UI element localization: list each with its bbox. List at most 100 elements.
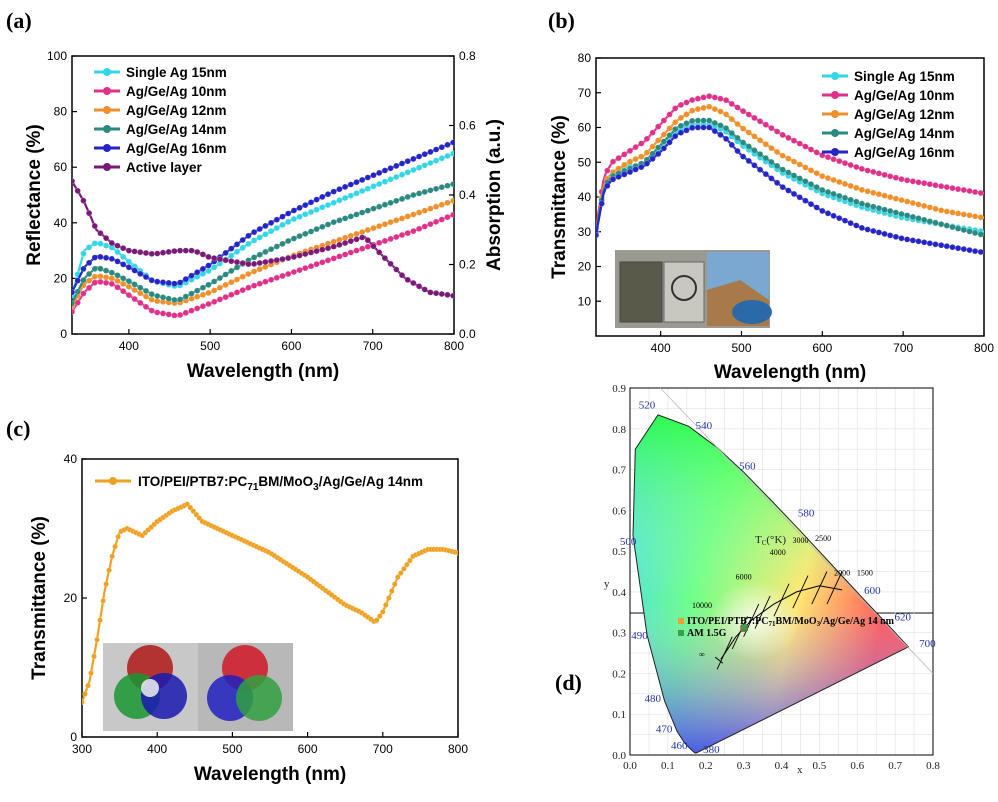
- b-series-point: [751, 147, 758, 154]
- a-series-point: [353, 230, 360, 238]
- a-series-point: [228, 291, 235, 298]
- a-series-point: [228, 258, 235, 265]
- b-series-point: [807, 181, 815, 188]
- b-series-point: [796, 161, 803, 168]
- b-series-point: [886, 232, 894, 239]
- a-series-point: [137, 270, 144, 277]
- a-legend-label: Active layer: [126, 160, 203, 175]
- b-series-point: [920, 239, 928, 246]
- a-series-point: [273, 224, 280, 232]
- c-series-point: [94, 636, 100, 643]
- b-ytick-label: 70: [578, 86, 592, 100]
- b-series-point: [728, 129, 735, 137]
- a-series-point: [228, 245, 235, 252]
- a-series-point: [131, 286, 138, 294]
- a-series-point: [108, 280, 116, 287]
- a-series-point: [330, 243, 337, 250]
- c-series-point: [103, 581, 109, 587]
- c-xtick-label: 300: [72, 742, 92, 756]
- b-series-point: [615, 154, 622, 162]
- a-series-point: [222, 271, 229, 278]
- b-series-point: [853, 163, 860, 171]
- b-series-point: [762, 154, 769, 162]
- b-series-point: [609, 176, 617, 183]
- panel-d-ytick-label: 0.6: [612, 505, 626, 517]
- panel-b-chart: 400 500 600 700 800 10 20 30 40 50 60 70 80 Wavelen…: [549, 51, 994, 383]
- a-series-point: [199, 303, 207, 310]
- b-series-point: [632, 155, 639, 163]
- inset-photo-sample-dark: [619, 261, 663, 323]
- a-series-point: [222, 257, 229, 264]
- a-series-point: [137, 290, 144, 297]
- b-legend-label: Ag/Ge/Ag 16nm: [854, 145, 955, 160]
- a-series-point: [119, 275, 127, 282]
- b-series-point: [739, 125, 747, 132]
- panel-d-tc-unit: (°K): [766, 534, 786, 546]
- a-series-point: [285, 210, 292, 217]
- a-series-point: [245, 240, 252, 248]
- c-series-point: [391, 581, 398, 587]
- b-series-point: [722, 96, 730, 104]
- b-series-point: [649, 155, 656, 163]
- a-series-point: [398, 195, 406, 203]
- b-series-point: [683, 120, 690, 127]
- b-series-point: [796, 140, 803, 147]
- a-series-point: [296, 213, 303, 220]
- panel-d-ytick-label: 0.5: [612, 546, 626, 558]
- a-series-point: [444, 182, 451, 189]
- a-series-point: [142, 273, 150, 281]
- a-series-point: [438, 290, 445, 298]
- b-series-point: [785, 169, 792, 176]
- panel-d-isotherm: [731, 616, 748, 650]
- b-series-point: [920, 216, 928, 224]
- panel-d-temp-label: ∞: [699, 650, 705, 659]
- panel-d-wavelength-label: 580: [798, 507, 815, 519]
- a-series-point: [233, 248, 241, 255]
- a-series-point: [273, 243, 280, 250]
- legend-c-prefix: ITO/PEI/PTB7:PC: [138, 474, 248, 489]
- b-series-point: [773, 128, 781, 135]
- panel-d-ytick-label: 0.0: [612, 750, 626, 762]
- a-series-point: [159, 279, 167, 286]
- c-series-point: [115, 533, 121, 540]
- c-series-point: [388, 588, 395, 594]
- c-series-point: [379, 609, 386, 615]
- b-series-point: [762, 170, 769, 178]
- b-series-point: [875, 191, 883, 198]
- a-series-point: [222, 281, 229, 289]
- b-ytick-label: 50: [578, 155, 592, 169]
- b-series-point: [892, 233, 900, 241]
- b-series-point: [717, 131, 724, 139]
- b-series-point: [717, 122, 724, 129]
- a-series-point: [410, 227, 417, 235]
- legend-c-mid: BM/MoO: [258, 474, 313, 489]
- a-series-point: [85, 259, 93, 266]
- b-xtick-label: 400: [651, 341, 671, 355]
- a-series-point: [222, 249, 229, 257]
- a-series-point: [267, 246, 275, 253]
- c-series-point: [112, 543, 118, 550]
- b-series-point: [960, 245, 967, 253]
- a-series-point: [404, 276, 411, 283]
- b-series-point: [807, 167, 815, 174]
- b-series-point: [807, 200, 815, 208]
- b-series-point: [626, 147, 634, 155]
- a-series-point: [154, 309, 161, 316]
- b-series-point: [819, 207, 826, 215]
- a-series-point: [159, 249, 167, 256]
- a-series-point: [256, 280, 263, 287]
- a-series-point: [131, 248, 138, 255]
- a-series-point: [97, 265, 104, 272]
- panel-b-legend: Single Ag 15nm Ag/Ge/Ag 10nm Ag/Ge/Ag 12nm…: [822, 69, 955, 160]
- a-series-point: [74, 277, 81, 284]
- a-series-point: [80, 265, 87, 273]
- a-series-point: [438, 201, 445, 208]
- panel-d-horseshoe: [632, 387, 934, 754]
- a-series-point: [74, 288, 81, 295]
- a-series-point: [336, 197, 343, 204]
- b-xtick-label: 500: [731, 341, 751, 355]
- c-series-point: [385, 595, 392, 601]
- a-series-point: [330, 199, 337, 206]
- a-series-point: [142, 293, 150, 300]
- a-series-point: [119, 253, 127, 261]
